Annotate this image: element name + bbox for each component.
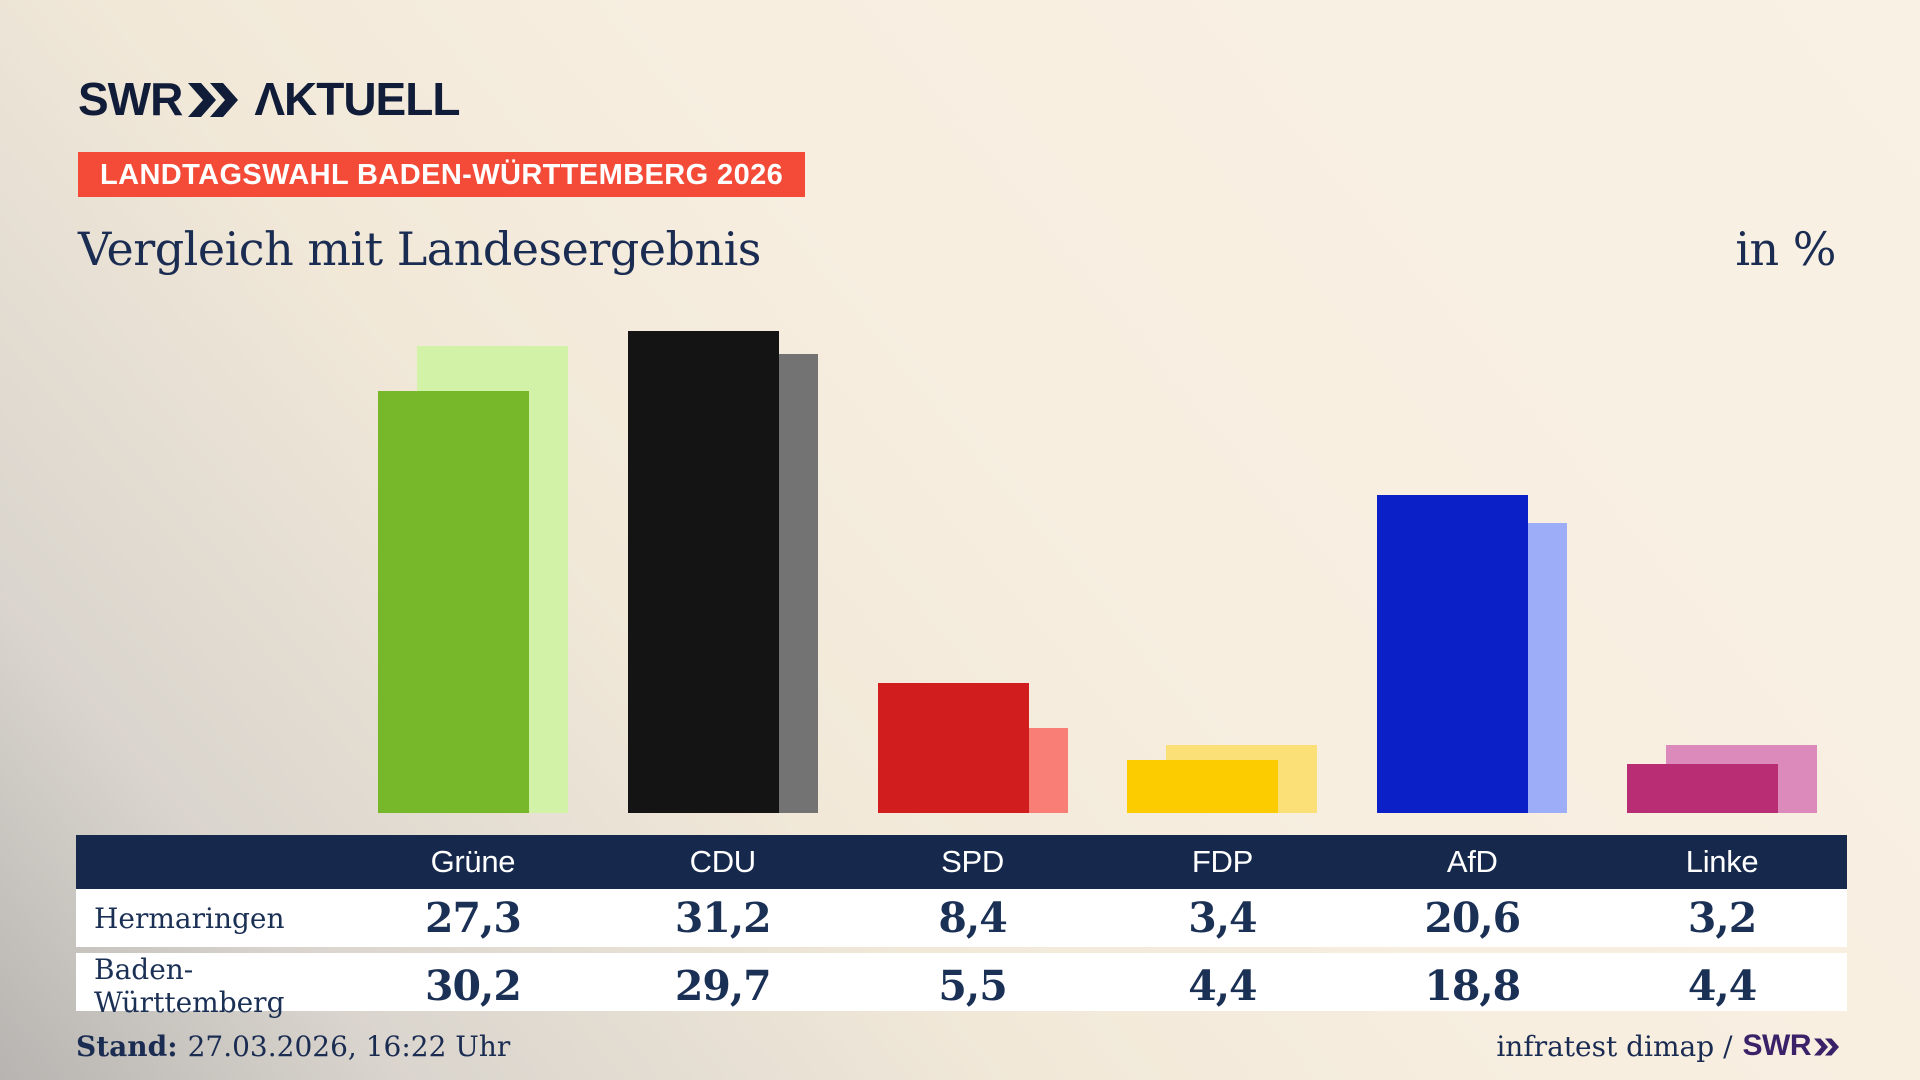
table-header-cell-3: FDP bbox=[1191, 844, 1253, 879]
footer: Stand: 27.03.2026, 16:22 Uhr infratest di… bbox=[76, 1026, 1840, 1066]
swr-chevrons-icon bbox=[188, 83, 240, 117]
row-label-1: Baden-Württemberg bbox=[94, 953, 285, 1019]
value-cell-0-0: 27,3 bbox=[424, 894, 522, 942]
value-cell-1-4: 18,8 bbox=[1424, 962, 1521, 1010]
bar-municipality-5 bbox=[1627, 763, 1779, 813]
value-cell-0-1: 31,2 bbox=[674, 894, 772, 942]
aktuell-wordmark: ΛKTUELL bbox=[254, 73, 460, 125]
table-header-cell-1: CDU bbox=[689, 844, 757, 879]
brand-logo: SWR ΛKTUELL bbox=[78, 72, 460, 126]
election-badge: LANDTAGSWAHL BADEN-WÜRTTEMBERG 2026 bbox=[78, 152, 806, 197]
chart-title: Vergleich mit Landesergebnis bbox=[78, 222, 761, 276]
bar-municipality-0 bbox=[377, 391, 529, 813]
table-row-0: Hermaringen 27,3 31,2 8,4 3,4 20,6 3,2 bbox=[76, 889, 1847, 947]
source-credit: infratest dimap / SWR bbox=[1496, 1029, 1840, 1063]
value-cell-0-5: 3,2 bbox=[1687, 894, 1757, 942]
bar-municipality-4 bbox=[1377, 494, 1529, 813]
swr-wordmark: SWR bbox=[78, 73, 183, 125]
table-row-1: Baden-Württemberg 30,2 29,7 5,5 4,4 18,8 4,4 bbox=[76, 953, 1847, 1019]
value-cell-0-3: 3,4 bbox=[1188, 894, 1257, 942]
table-header-row: Grüne CDU SPD FDP AfD Linke bbox=[76, 835, 1847, 889]
value-cell-1-2: 5,5 bbox=[938, 962, 1007, 1010]
source-text: infratest dimap / bbox=[1496, 1029, 1733, 1063]
footer-swr-chevrons-icon bbox=[1814, 1038, 1840, 1056]
value-cell-1-5: 4,4 bbox=[1687, 962, 1757, 1010]
table-header-cell-4: AfD bbox=[1446, 844, 1498, 879]
value-cell-1-1: 29,7 bbox=[674, 962, 772, 1010]
stand-text: Stand: 27.03.2026, 16:22 Uhr bbox=[76, 1030, 510, 1063]
footer-swr-wordmark: SWR bbox=[1742, 1029, 1812, 1062]
title-bar: Vergleich mit Landesergebnis in % bbox=[78, 222, 1836, 276]
bar-municipality-3 bbox=[1127, 760, 1279, 813]
bar-municipality-2 bbox=[877, 683, 1029, 813]
stand-value: 27.03.2026, 16:22 Uhr bbox=[187, 1029, 511, 1063]
value-cell-1-0: 30,2 bbox=[424, 962, 522, 1010]
results-table: Grüne CDU SPD FDP AfD Linke Hermaringen 27,3 31… bbox=[76, 835, 1847, 1019]
bar-municipality-1 bbox=[627, 330, 779, 813]
table-header-cell-5: Linke bbox=[1685, 844, 1759, 879]
unit-label: in % bbox=[1735, 222, 1836, 276]
row-label-0: Hermaringen bbox=[94, 901, 285, 935]
table-header-cell-0: Grüne bbox=[430, 844, 516, 879]
value-cell-0-4: 20,6 bbox=[1424, 894, 1521, 942]
table-header-cell-2: SPD bbox=[941, 844, 1004, 879]
footer-swr-logo: SWR bbox=[1743, 1029, 1841, 1063]
stand-label: Stand: bbox=[76, 1029, 178, 1063]
value-cell-1-3: 4,4 bbox=[1188, 962, 1257, 1010]
value-cell-0-2: 8,4 bbox=[938, 894, 1007, 942]
